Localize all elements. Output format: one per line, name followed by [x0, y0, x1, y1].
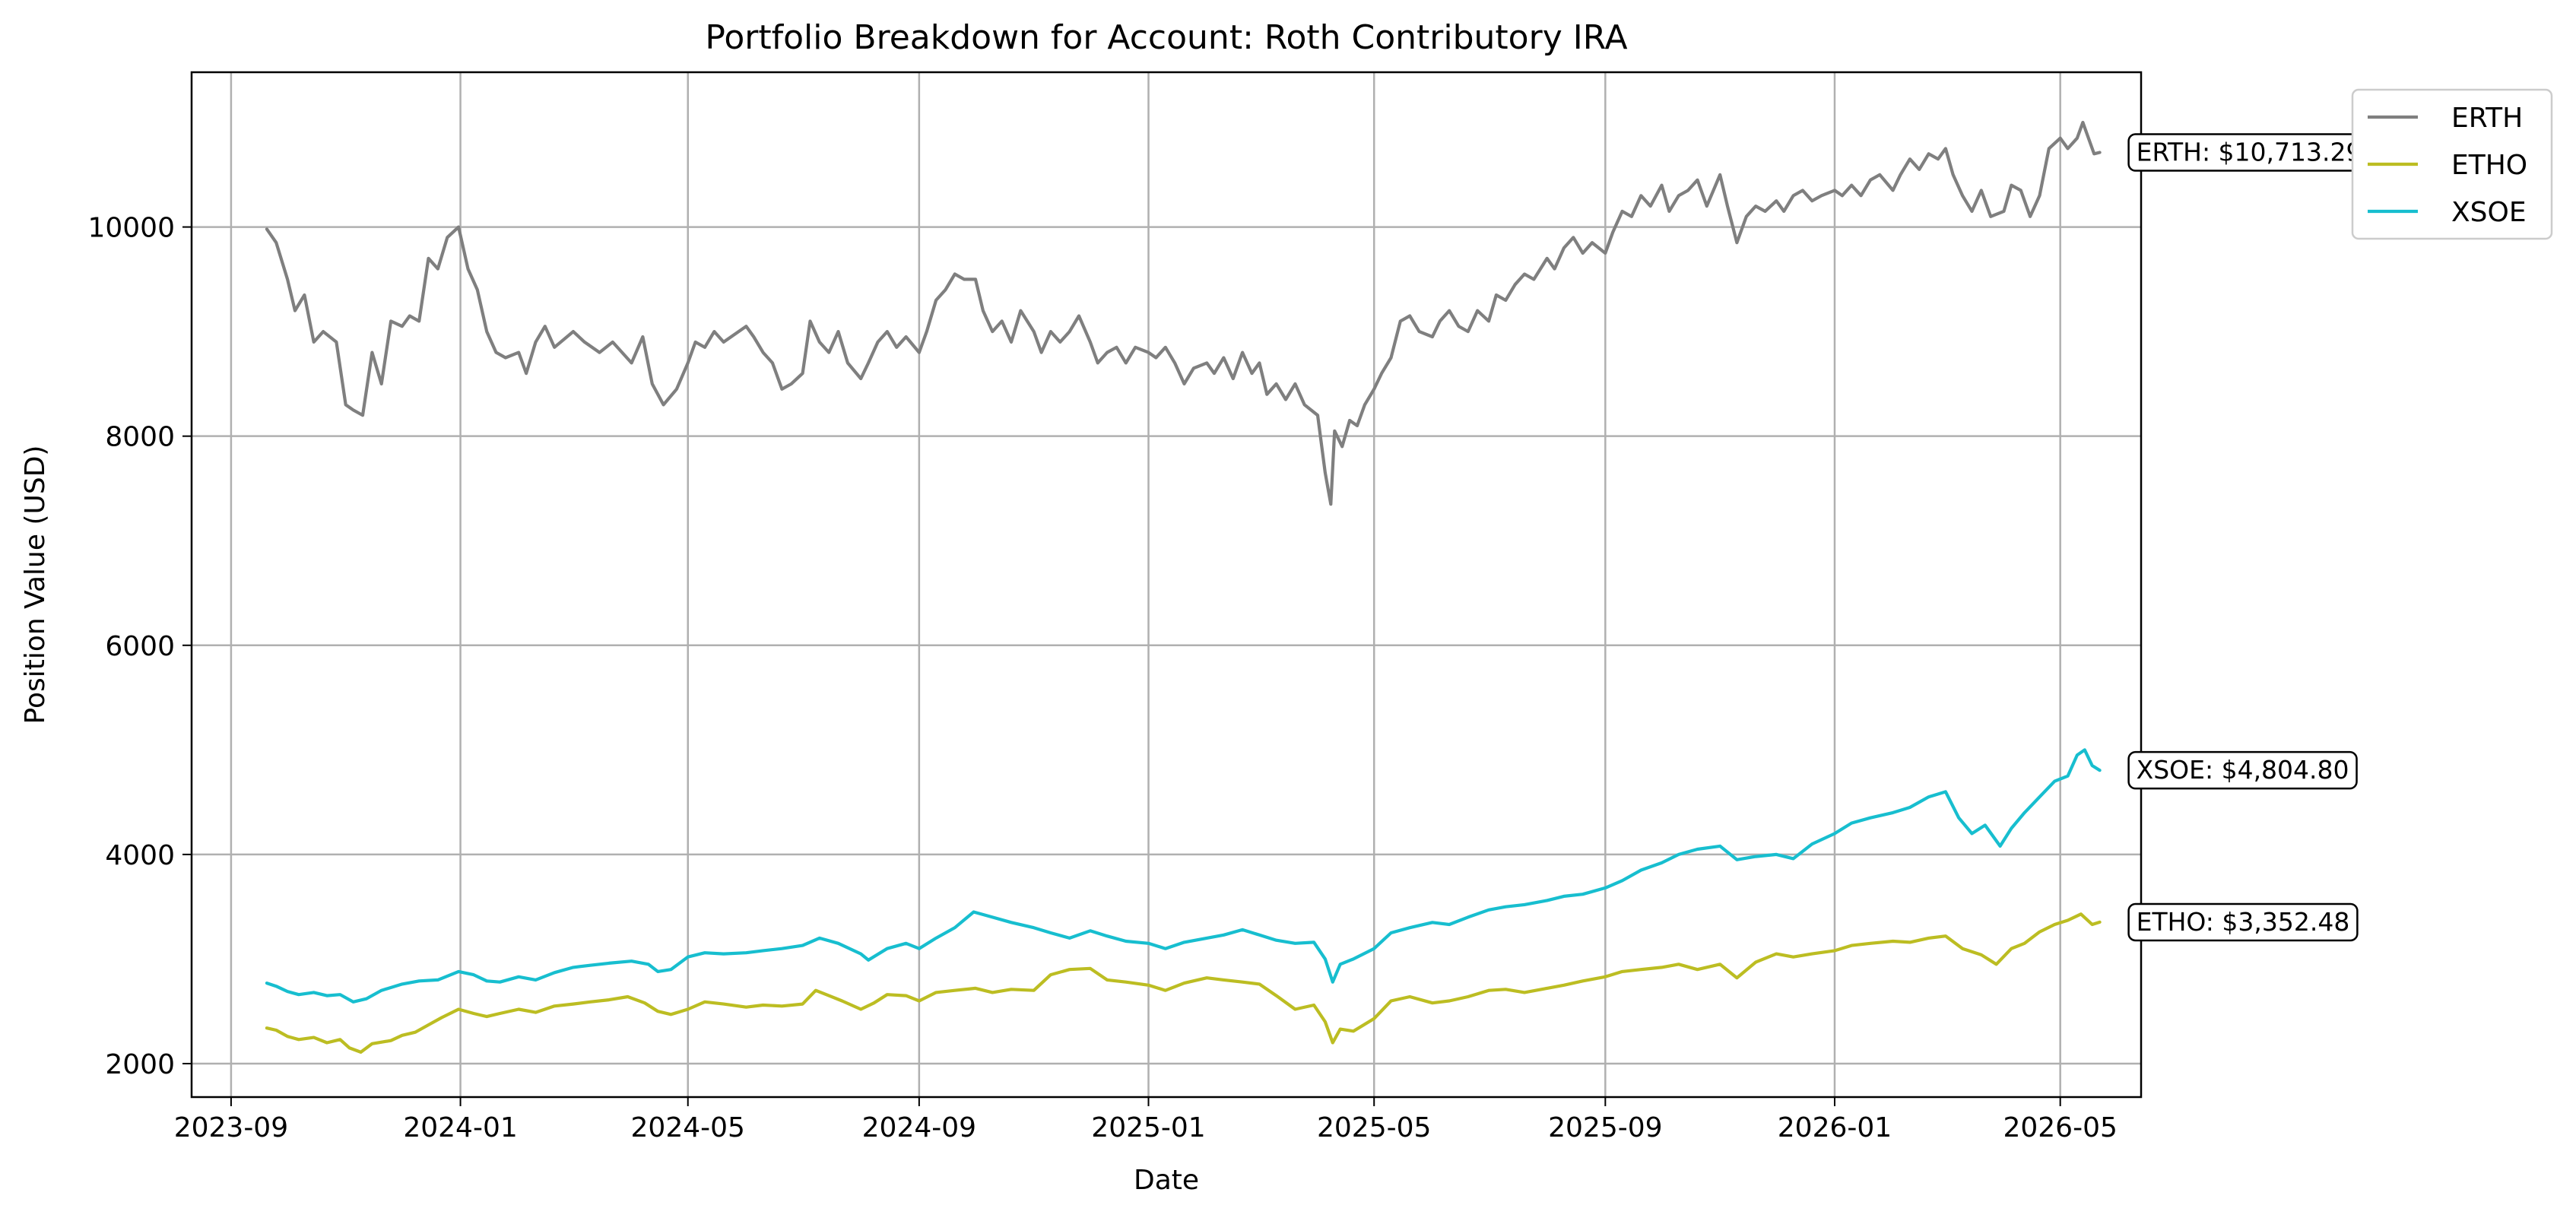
legend-label-xsoe: XSOE — [2451, 197, 2527, 228]
series-lines — [265, 120, 2102, 1054]
x-tick-label: 2025-09 — [1548, 1112, 1662, 1143]
annotation-label-xsoe: XSOE: $4,804.80 — [2137, 755, 2349, 785]
series-line-etho — [265, 912, 2102, 1054]
series-line-xsoe — [265, 748, 2102, 1004]
chart-title: Portfolio Breakdown for Account: Roth Co… — [705, 18, 1627, 57]
y-tick-label: 10000 — [87, 213, 175, 244]
x-tick-label: 2025-05 — [1317, 1112, 1431, 1143]
x-tick-label: 2026-01 — [1778, 1112, 1892, 1143]
y-tick-label: 6000 — [105, 631, 175, 662]
x-tick-label: 2026-05 — [2003, 1112, 2117, 1143]
x-axis-label: Date — [1134, 1165, 1199, 1196]
legend: ERTH ETHO XSOE — [2351, 88, 2553, 240]
y-tick-label: 4000 — [105, 840, 175, 871]
y-axis-label: Position Value (USD) — [20, 446, 51, 725]
annotations: ERTH: $10,713.29 XSOE: $4,804.80 ETHO: $3,… — [2127, 133, 2371, 942]
legend-label-erth: ERTH — [2451, 103, 2523, 134]
x-tick-label: 2023-09 — [174, 1112, 288, 1143]
annotation-label-etho: ETHO: $3,352.48 — [2137, 907, 2350, 937]
annotation-box-etho — [2127, 902, 2359, 942]
series-line-erth — [265, 120, 2102, 506]
legend-box — [2351, 88, 2553, 240]
annotation-box-xsoe — [2127, 750, 2358, 790]
annotation-label-erth: ERTH: $10,713.29 — [2137, 137, 2362, 166]
grid — [192, 72, 2141, 1097]
axes: 2023-09 2024-01 2024-05 2024-09 2025-01 2025-… — [87, 213, 2117, 1143]
x-tick-label: 2025-01 — [1091, 1112, 1205, 1143]
y-tick-label: 8000 — [105, 422, 175, 453]
x-tick-label: 2024-01 — [403, 1112, 517, 1143]
legend-label-etho: ETHO — [2451, 150, 2527, 181]
y-tick-label: 2000 — [105, 1049, 175, 1080]
plot-frame — [190, 71, 2143, 1099]
x-tick-label: 2024-09 — [862, 1112, 976, 1143]
x-tick-label: 2024-05 — [631, 1112, 745, 1143]
